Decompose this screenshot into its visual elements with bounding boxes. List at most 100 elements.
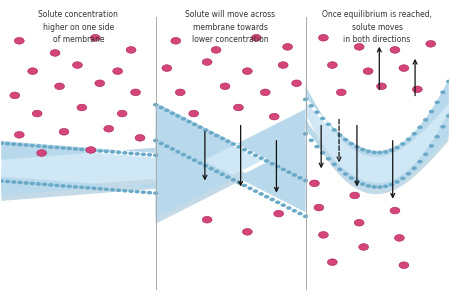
Circle shape [412, 132, 417, 136]
Circle shape [242, 184, 247, 187]
Circle shape [162, 65, 172, 71]
Circle shape [332, 162, 337, 166]
Circle shape [135, 135, 145, 141]
Circle shape [0, 141, 4, 145]
Circle shape [292, 173, 297, 177]
Circle shape [270, 162, 275, 166]
Circle shape [54, 184, 59, 187]
Circle shape [85, 186, 90, 190]
Circle shape [354, 145, 360, 149]
Circle shape [37, 150, 46, 156]
Circle shape [113, 68, 122, 74]
Circle shape [42, 145, 47, 148]
Circle shape [175, 114, 180, 118]
Circle shape [359, 244, 369, 250]
Circle shape [176, 89, 185, 96]
Circle shape [243, 229, 252, 235]
Circle shape [60, 184, 66, 188]
Polygon shape [1, 145, 156, 191]
Circle shape [394, 146, 400, 149]
Circle shape [91, 149, 97, 152]
Circle shape [423, 118, 428, 122]
Circle shape [214, 134, 220, 137]
Circle shape [429, 110, 434, 113]
Circle shape [440, 91, 445, 94]
Circle shape [11, 142, 16, 146]
Circle shape [366, 150, 371, 153]
Circle shape [319, 35, 328, 41]
Circle shape [30, 182, 35, 185]
Circle shape [73, 147, 78, 151]
Circle shape [181, 117, 186, 121]
Circle shape [354, 43, 364, 50]
Circle shape [258, 192, 264, 196]
Circle shape [275, 165, 280, 168]
Circle shape [314, 204, 324, 211]
Circle shape [135, 190, 140, 193]
Circle shape [248, 151, 253, 154]
Circle shape [400, 177, 405, 180]
Circle shape [399, 262, 409, 269]
Circle shape [214, 170, 220, 173]
Circle shape [203, 164, 208, 168]
Circle shape [48, 183, 54, 187]
Circle shape [440, 125, 445, 129]
Circle shape [326, 122, 331, 126]
Circle shape [208, 131, 214, 135]
Circle shape [412, 166, 417, 170]
Circle shape [153, 103, 158, 106]
Polygon shape [1, 141, 156, 160]
Circle shape [126, 47, 136, 53]
Circle shape [220, 83, 230, 90]
Circle shape [286, 170, 292, 174]
Circle shape [394, 180, 400, 184]
Circle shape [135, 152, 140, 156]
Text: Solute will move across
membrane towards
lower concentration: Solute will move across membrane towards… [185, 10, 275, 44]
Circle shape [220, 173, 225, 176]
Polygon shape [306, 103, 449, 194]
Circle shape [164, 144, 170, 148]
Circle shape [10, 92, 20, 99]
Circle shape [426, 40, 436, 47]
Circle shape [181, 153, 186, 156]
Polygon shape [156, 103, 306, 185]
Circle shape [14, 37, 24, 44]
Circle shape [86, 147, 96, 153]
Circle shape [73, 185, 78, 189]
Circle shape [326, 157, 331, 161]
Circle shape [30, 144, 35, 147]
Circle shape [417, 160, 423, 163]
Circle shape [59, 129, 69, 135]
Circle shape [253, 154, 258, 157]
Circle shape [281, 168, 286, 171]
Circle shape [203, 128, 208, 132]
Circle shape [320, 151, 325, 155]
Circle shape [337, 133, 342, 137]
Circle shape [350, 192, 360, 199]
Circle shape [141, 190, 146, 194]
Circle shape [349, 176, 354, 180]
Circle shape [32, 110, 42, 117]
Polygon shape [156, 107, 306, 214]
Circle shape [110, 150, 115, 154]
Circle shape [349, 142, 354, 145]
Circle shape [354, 180, 360, 183]
Circle shape [309, 138, 314, 142]
Circle shape [297, 212, 303, 215]
Circle shape [130, 89, 140, 96]
Circle shape [360, 148, 365, 151]
Circle shape [116, 188, 122, 192]
Circle shape [42, 183, 47, 186]
Circle shape [390, 47, 400, 53]
Circle shape [286, 206, 292, 210]
Circle shape [274, 210, 284, 217]
Circle shape [269, 113, 279, 120]
Circle shape [275, 200, 280, 204]
Circle shape [208, 167, 214, 170]
Circle shape [231, 178, 236, 182]
Circle shape [79, 148, 84, 151]
Circle shape [220, 137, 225, 140]
Circle shape [406, 172, 411, 176]
Circle shape [192, 159, 197, 162]
Circle shape [116, 151, 122, 154]
